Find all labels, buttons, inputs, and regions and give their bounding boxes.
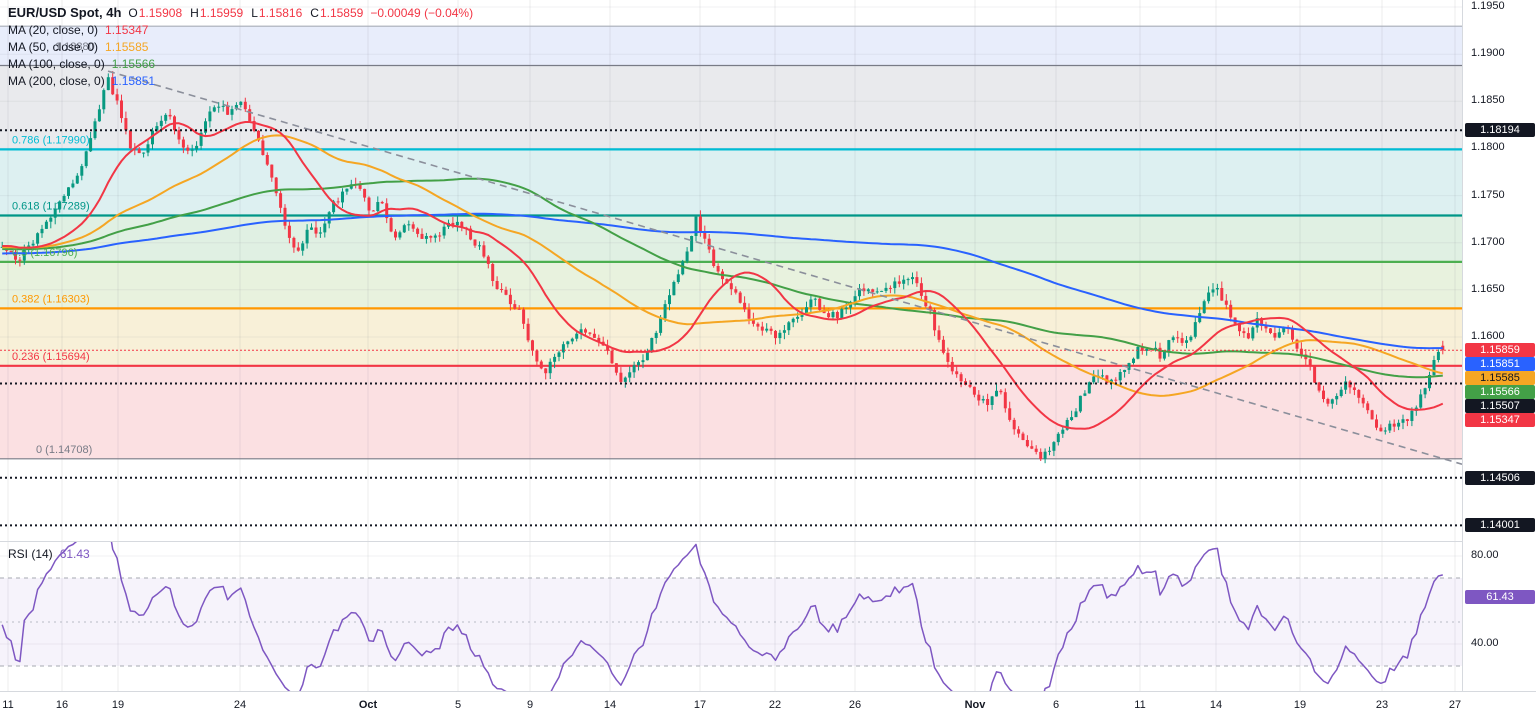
time-axis-label: 27 xyxy=(1448,699,1462,711)
rsi-line[interactable] xyxy=(1,541,1443,691)
svg-text:0.618 (1.17289): 0.618 (1.17289) xyxy=(12,201,90,213)
price-axis-tick: 1.1700 xyxy=(1471,235,1505,248)
price-badge: 1.15507 xyxy=(1465,399,1535,414)
price-badge: 1.15347 xyxy=(1465,413,1535,428)
ma100-line xyxy=(2,177,1443,379)
price-axis-tick: 1.1600 xyxy=(1471,330,1505,342)
ma50-line xyxy=(2,134,1444,397)
time-axis-label: 14 xyxy=(1209,699,1223,711)
fib-retracement[interactable] xyxy=(0,25,1462,460)
svg-text:0.382 (1.16303): 0.382 (1.16303) xyxy=(12,293,90,305)
time-axis[interactable]: 11 16 19 24 Oct 5 9 14 17 22 26 Nov 6 11 14 19 23 27 xyxy=(0,691,1536,719)
ma20-line xyxy=(2,121,1444,430)
price-badge: 1.15566 xyxy=(1465,385,1535,400)
time-axis-label: Nov xyxy=(964,699,986,711)
price-axis-tick: 1.1950 xyxy=(1471,0,1505,12)
time-axis-label: Oct xyxy=(358,699,378,711)
rsi-grid xyxy=(0,541,1462,691)
time-axis-label: 16 xyxy=(55,699,69,711)
time-axis-label: 11 xyxy=(2,699,14,711)
rsi-legend[interactable]: RSI (14) 61.43 xyxy=(8,547,90,561)
ma-legend-label: MA (100, close, 0) xyxy=(8,57,105,71)
svg-text:0.786 (1.17990): 0.786 (1.17990) xyxy=(12,134,90,146)
rsi-axis-tick: 80.00 xyxy=(1471,549,1499,561)
ohlc-pair: C1.15859 xyxy=(310,6,364,20)
svg-text:0 (1.14708): 0 (1.14708) xyxy=(36,444,92,456)
ma-legend-value: 1.15851 xyxy=(111,74,156,88)
time-axis-label: 23 xyxy=(1375,699,1389,711)
time-axis-label: 26 xyxy=(848,699,862,711)
price-axis-tick: 1.1800 xyxy=(1471,141,1505,154)
price-badge: 1.15859 xyxy=(1465,343,1535,358)
ohlc-pair: O1.15908 xyxy=(128,6,183,20)
time-axis-label: 6 xyxy=(1052,699,1060,711)
price-axis[interactable]: 1.1950 1.1900 1.1850 1.1800 1.1750 1.1700 1.16… xyxy=(1462,0,1536,691)
ma-legend-value: 1.15585 xyxy=(105,40,149,54)
price-badge: 1.14001 xyxy=(1465,518,1535,533)
rsi-pane[interactable] xyxy=(0,541,1462,691)
ma-legend-value: 1.15566 xyxy=(111,57,156,71)
svg-text:0.236 (1.15694): 0.236 (1.15694) xyxy=(12,351,90,363)
time-axis-label: 19 xyxy=(111,699,125,711)
price-axis-tick: 1.1750 xyxy=(1471,188,1505,201)
price-badge: 1.14506 xyxy=(1465,470,1535,485)
price-axis-tick: 1.1850 xyxy=(1471,94,1505,107)
rsi-value-badge: 61.43 xyxy=(1465,589,1535,604)
pane-separator[interactable] xyxy=(0,541,1536,542)
symbol-row: EUR/USD Spot, 4h O1.15908 H1.15959 L1.1581… xyxy=(8,4,473,22)
trendline[interactable] xyxy=(107,70,1462,465)
rsi-label: RSI (14) xyxy=(8,547,53,561)
ma-legend-row[interactable]: MA (200, close, 0) 1.15851 xyxy=(8,73,473,90)
price-pane[interactable]: 1.18880 0.786 (1.17990) 0.618 (1.17289) 0.5… xyxy=(0,0,1462,541)
price-change: −0.00049 (−0.04%) xyxy=(370,6,474,20)
key-levels[interactable] xyxy=(0,129,1462,527)
time-axis-label: 5 xyxy=(454,699,462,711)
ma-legend-value: 1.15347 xyxy=(105,23,149,37)
chart-legend: EUR/USD Spot, 4h O1.15908 H1.15959 L1.1581… xyxy=(8,4,473,90)
ma-legend-row[interactable]: MA (50, close, 0) 1.15585 xyxy=(8,39,473,56)
price-badge: 1.18194 xyxy=(1465,123,1535,138)
time-axis-label: 24 xyxy=(233,699,247,711)
rsi-axis-tick: 40.00 xyxy=(1471,637,1499,649)
ohlc-values: O1.15908 H1.15959 L1.15816 C1.15859 xyxy=(128,5,363,22)
ma-legend-row[interactable]: MA (20, close, 0) 1.15347 xyxy=(8,22,473,39)
price-axis-tick: 1.1900 xyxy=(1471,47,1505,60)
time-axis-label: 22 xyxy=(768,699,782,711)
ma-legend-row[interactable]: MA (100, close, 0) 1.15566 xyxy=(8,56,473,73)
svg-text:1.18880: 1.18880 xyxy=(55,41,95,53)
candlestick-series[interactable] xyxy=(0,71,1445,464)
svg-text:0.5 (1.16796): 0.5 (1.16796) xyxy=(12,247,77,259)
ma-legend-label: MA (200, close, 0) xyxy=(8,74,105,88)
price-badge: 1.15585 xyxy=(1465,371,1535,386)
time-axis-label: 14 xyxy=(603,699,617,711)
ma200-line xyxy=(2,212,1443,350)
ohlc-pair: H1.15959 xyxy=(190,6,244,20)
time-axis-label: 17 xyxy=(693,699,707,711)
rsi-value: 61.43 xyxy=(59,547,90,561)
time-axis-label: 11 xyxy=(1134,699,1146,711)
ma-lines[interactable] xyxy=(2,121,1444,430)
time-axis-label: 9 xyxy=(526,699,534,711)
symbol-title[interactable]: EUR/USD Spot, 4h xyxy=(8,5,122,20)
fib-labels: 1.18880 0.786 (1.17990) 0.618 (1.17289) 0.5… xyxy=(12,41,95,456)
ohlc-pair: L1.15816 xyxy=(251,6,303,20)
ma-legend-label: MA (50, close, 0) xyxy=(8,40,99,54)
ma-legend-label: MA (20, close, 0) xyxy=(8,23,99,37)
ma-legend: MA (20, close, 0) 1.15347 MA (50, close, 0… xyxy=(8,22,473,90)
price-axis-tick: 1.1650 xyxy=(1471,282,1505,295)
price-badge: 1.15851 xyxy=(1465,357,1535,372)
time-axis-label: 19 xyxy=(1293,699,1307,711)
